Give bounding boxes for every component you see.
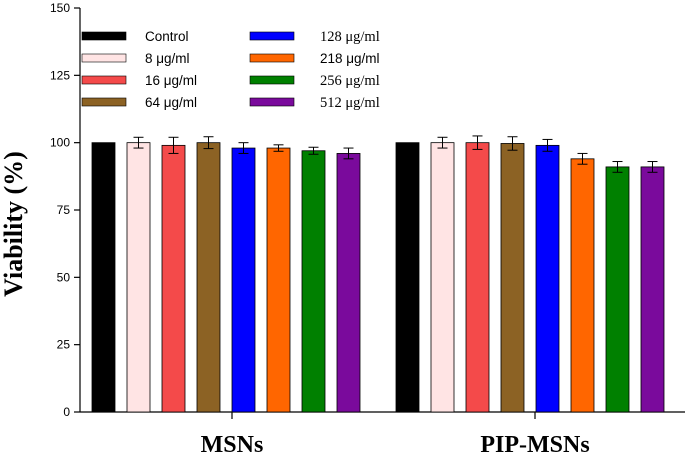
legend-item-4: 128 μg/ml bbox=[249, 29, 380, 45]
bar-msns-5 bbox=[266, 147, 291, 413]
legend-item-1: 8 μg/ml bbox=[81, 51, 190, 66]
bar-msns-2 bbox=[161, 144, 186, 413]
legend-swatch-4 bbox=[249, 31, 295, 41]
y-tick-label-25: 25 bbox=[57, 338, 71, 352]
error-bar-pip-msns-1 bbox=[437, 136, 448, 149]
legend-swatch-3 bbox=[81, 97, 127, 107]
bar-msns-6 bbox=[301, 150, 326, 413]
legend-label-0: Control bbox=[145, 29, 189, 44]
legend-label-7: 512 μg/ml bbox=[320, 95, 380, 111]
bar-pip-msns-4 bbox=[535, 144, 560, 413]
y-tick-label-50: 50 bbox=[57, 270, 71, 284]
y-tick-label-125: 125 bbox=[50, 68, 70, 82]
y-tick-label-0: 0 bbox=[63, 405, 70, 419]
bar-pip-msns-5 bbox=[570, 158, 595, 413]
y-tick-label-100: 100 bbox=[50, 136, 70, 150]
legend-item-3: 64 μg/ml bbox=[81, 95, 197, 110]
legend-label-2: 16 μg/ml bbox=[145, 73, 197, 88]
error-bar-pip-msns-2 bbox=[472, 135, 483, 150]
axes: 0 25 50 75 100 125 150 MSNs PIP-MSNs bbox=[50, 1, 685, 458]
error-bars bbox=[133, 135, 658, 173]
bar-pip-msns-6 bbox=[605, 166, 630, 413]
bar-msns-0 bbox=[91, 142, 116, 413]
error-bar-msns-6 bbox=[308, 146, 319, 155]
error-bar-msns-7 bbox=[343, 147, 354, 160]
category-label-msns: MSNs bbox=[201, 432, 264, 458]
error-bar-pip-msns-7 bbox=[647, 161, 658, 173]
legend-label-6: 256 μg/ml bbox=[320, 73, 380, 89]
legend-swatch-7 bbox=[249, 97, 295, 107]
bar-pip-msns-1 bbox=[430, 142, 455, 413]
legend-swatch-1 bbox=[81, 53, 127, 63]
bar-pip-msns-0 bbox=[395, 142, 420, 413]
bar-msns-4 bbox=[231, 147, 256, 413]
legend-item-7: 512 μg/ml bbox=[249, 95, 380, 111]
bar-msns-1 bbox=[126, 142, 151, 413]
legend-item-0: Control bbox=[81, 29, 189, 44]
legend-label-5: 218 μg/ml bbox=[320, 51, 380, 66]
legend-swatch-5 bbox=[249, 53, 295, 63]
error-bar-pip-msns-5 bbox=[577, 152, 588, 165]
error-bar-msns-5 bbox=[273, 144, 284, 152]
error-bar-pip-msns-6 bbox=[612, 161, 623, 173]
bar-pip-msns-3 bbox=[500, 143, 525, 413]
error-bar-msns-4 bbox=[238, 142, 249, 154]
error-bar-pip-msns-3 bbox=[507, 136, 518, 151]
y-tick-label-75: 75 bbox=[57, 203, 71, 217]
error-bar-msns-1 bbox=[133, 136, 144, 149]
bar-pip-msns-2 bbox=[465, 142, 490, 413]
legend-label-4: 128 μg/ml bbox=[320, 29, 380, 45]
error-bar-msns-2 bbox=[168, 136, 179, 154]
bars bbox=[91, 142, 665, 413]
legend-swatch-2 bbox=[81, 75, 127, 85]
y-tick-label-150: 150 bbox=[50, 1, 70, 15]
y-axis-title: Viability (%) bbox=[0, 151, 28, 297]
bar-pip-msns-7 bbox=[640, 166, 665, 413]
error-bar-pip-msns-4 bbox=[542, 138, 553, 152]
bar-msns-3 bbox=[196, 142, 221, 413]
legend-label-3: 64 μg/ml bbox=[145, 95, 197, 110]
error-bar-msns-3 bbox=[203, 136, 214, 150]
legend-item-6: 256 μg/ml bbox=[249, 73, 380, 89]
bar-msns-7 bbox=[336, 153, 361, 413]
legend-item-2: 16 μg/ml bbox=[81, 73, 197, 88]
legend: Control 8 μg/ml 16 μg/ml 64 μg/ml 128 μg/ml 2… bbox=[81, 29, 380, 111]
legend-item-5: 218 μg/ml bbox=[249, 51, 380, 66]
legend-label-1: 8 μg/ml bbox=[145, 51, 190, 66]
category-label-pip-msns: PIP-MSNs bbox=[480, 432, 589, 458]
legend-swatch-0 bbox=[81, 31, 127, 41]
legend-swatch-6 bbox=[249, 75, 295, 85]
